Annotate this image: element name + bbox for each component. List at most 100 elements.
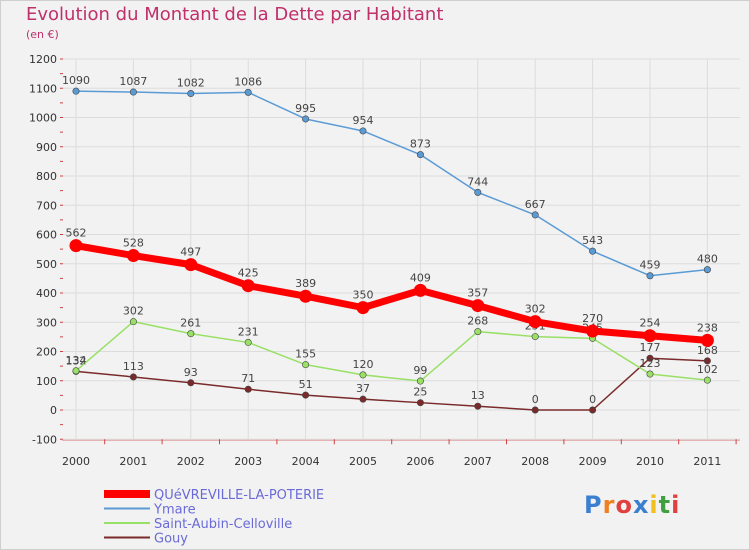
data-point <box>703 376 711 384</box>
y-tick-label: 0 <box>50 404 57 417</box>
data-label: 1087 <box>119 75 147 88</box>
data-label: 231 <box>238 325 259 338</box>
data-label: 113 <box>123 360 144 373</box>
legend-label: Gouy <box>154 532 188 547</box>
y-tick-label: 400 <box>36 287 57 300</box>
data-label: 1082 <box>177 77 205 90</box>
data-point <box>646 354 654 362</box>
data-point <box>531 406 539 414</box>
data-label: 261 <box>180 317 201 330</box>
logo-letter: t <box>658 491 672 519</box>
chart-subtitle: (en €) <box>26 28 59 41</box>
data-label: 0 <box>589 393 596 406</box>
data-label: 132 <box>66 354 87 367</box>
data-point <box>129 318 137 326</box>
data-label: 459 <box>640 259 661 272</box>
x-tick-label: 2009 <box>579 455 607 468</box>
series-line <box>75 357 709 411</box>
data-point <box>700 333 714 347</box>
data-point <box>531 333 539 341</box>
data-label: 497 <box>180 246 201 259</box>
data-point <box>69 239 83 253</box>
y-tick-label: 1200 <box>29 53 57 66</box>
series-line <box>75 320 709 382</box>
data-label: 0 <box>532 393 539 406</box>
data-point <box>187 90 195 98</box>
data-label: 543 <box>582 234 603 247</box>
data-point <box>129 88 137 96</box>
data-point <box>359 371 367 379</box>
data-label: 268 <box>467 315 488 328</box>
legend-label: Saint-Aubin-Celloville <box>154 517 292 532</box>
data-label: 238 <box>697 321 718 334</box>
data-point <box>413 283 427 297</box>
series-line <box>75 90 709 277</box>
y-tick-label: 700 <box>36 199 57 212</box>
data-point <box>187 379 195 387</box>
y-tick-label: 1100 <box>29 82 57 95</box>
data-point <box>646 370 654 378</box>
data-label: 177 <box>640 341 661 354</box>
data-label: 357 <box>467 287 488 300</box>
data-point <box>244 338 252 346</box>
data-point <box>589 247 597 255</box>
data-label: 954 <box>353 114 374 127</box>
data-point <box>586 324 600 338</box>
data-point <box>302 361 310 369</box>
data-point <box>241 279 255 293</box>
data-label: 13 <box>471 389 485 402</box>
data-label: 102 <box>697 363 718 376</box>
data-point <box>356 301 370 315</box>
data-label: 389 <box>295 277 316 290</box>
data-label: 667 <box>525 198 546 211</box>
data-label: 25 <box>413 386 427 399</box>
data-point <box>416 151 424 159</box>
x-tick-label: 2005 <box>349 455 377 468</box>
logo-letter: o <box>615 491 633 519</box>
data-label: 270 <box>582 312 603 325</box>
data-label: 93 <box>184 366 198 379</box>
data-point <box>302 391 310 399</box>
y-tick-label: 500 <box>36 258 57 271</box>
data-point <box>646 272 654 280</box>
x-tick-label: 2006 <box>406 455 434 468</box>
x-tick-label: 2011 <box>693 455 721 468</box>
data-point <box>72 87 80 95</box>
x-tick-label: 2003 <box>234 455 262 468</box>
data-point <box>126 249 140 263</box>
logo-letter: i <box>671 491 681 519</box>
data-point <box>359 395 367 403</box>
data-point <box>528 315 542 329</box>
data-label: 302 <box>123 305 144 318</box>
series-line <box>72 242 711 344</box>
data-label: 528 <box>123 237 144 250</box>
y-tick-label: 800 <box>36 170 57 183</box>
data-point <box>474 188 482 196</box>
data-label: 744 <box>467 175 488 188</box>
data-point <box>416 377 424 385</box>
x-tick-label: 2010 <box>636 455 664 468</box>
data-label: 51 <box>299 378 313 391</box>
x-tick-label: 2001 <box>119 455 147 468</box>
data-label: 120 <box>353 358 374 371</box>
legend-label: QUéVREVILLE-LA-POTERIE <box>154 488 324 503</box>
logo-letter: P <box>584 491 603 519</box>
data-point <box>643 329 657 343</box>
data-point <box>187 330 195 338</box>
data-point <box>474 402 482 410</box>
data-point <box>72 367 80 375</box>
data-label: 123 <box>640 357 661 370</box>
data-label: 350 <box>353 289 374 302</box>
legend-label: Ymare <box>153 503 196 518</box>
y-tick-label: -100 <box>32 433 57 446</box>
y-tick-label: 600 <box>36 229 57 242</box>
data-point <box>589 406 597 414</box>
data-point <box>299 289 313 303</box>
data-point <box>474 328 482 336</box>
data-point <box>416 399 424 407</box>
x-tick-label: 2000 <box>62 455 90 468</box>
y-tick-label: 200 <box>36 346 57 359</box>
y-tick-label: 1000 <box>29 112 57 125</box>
chart-title: Evolution du Montant de la Dette par Hab… <box>26 4 444 25</box>
